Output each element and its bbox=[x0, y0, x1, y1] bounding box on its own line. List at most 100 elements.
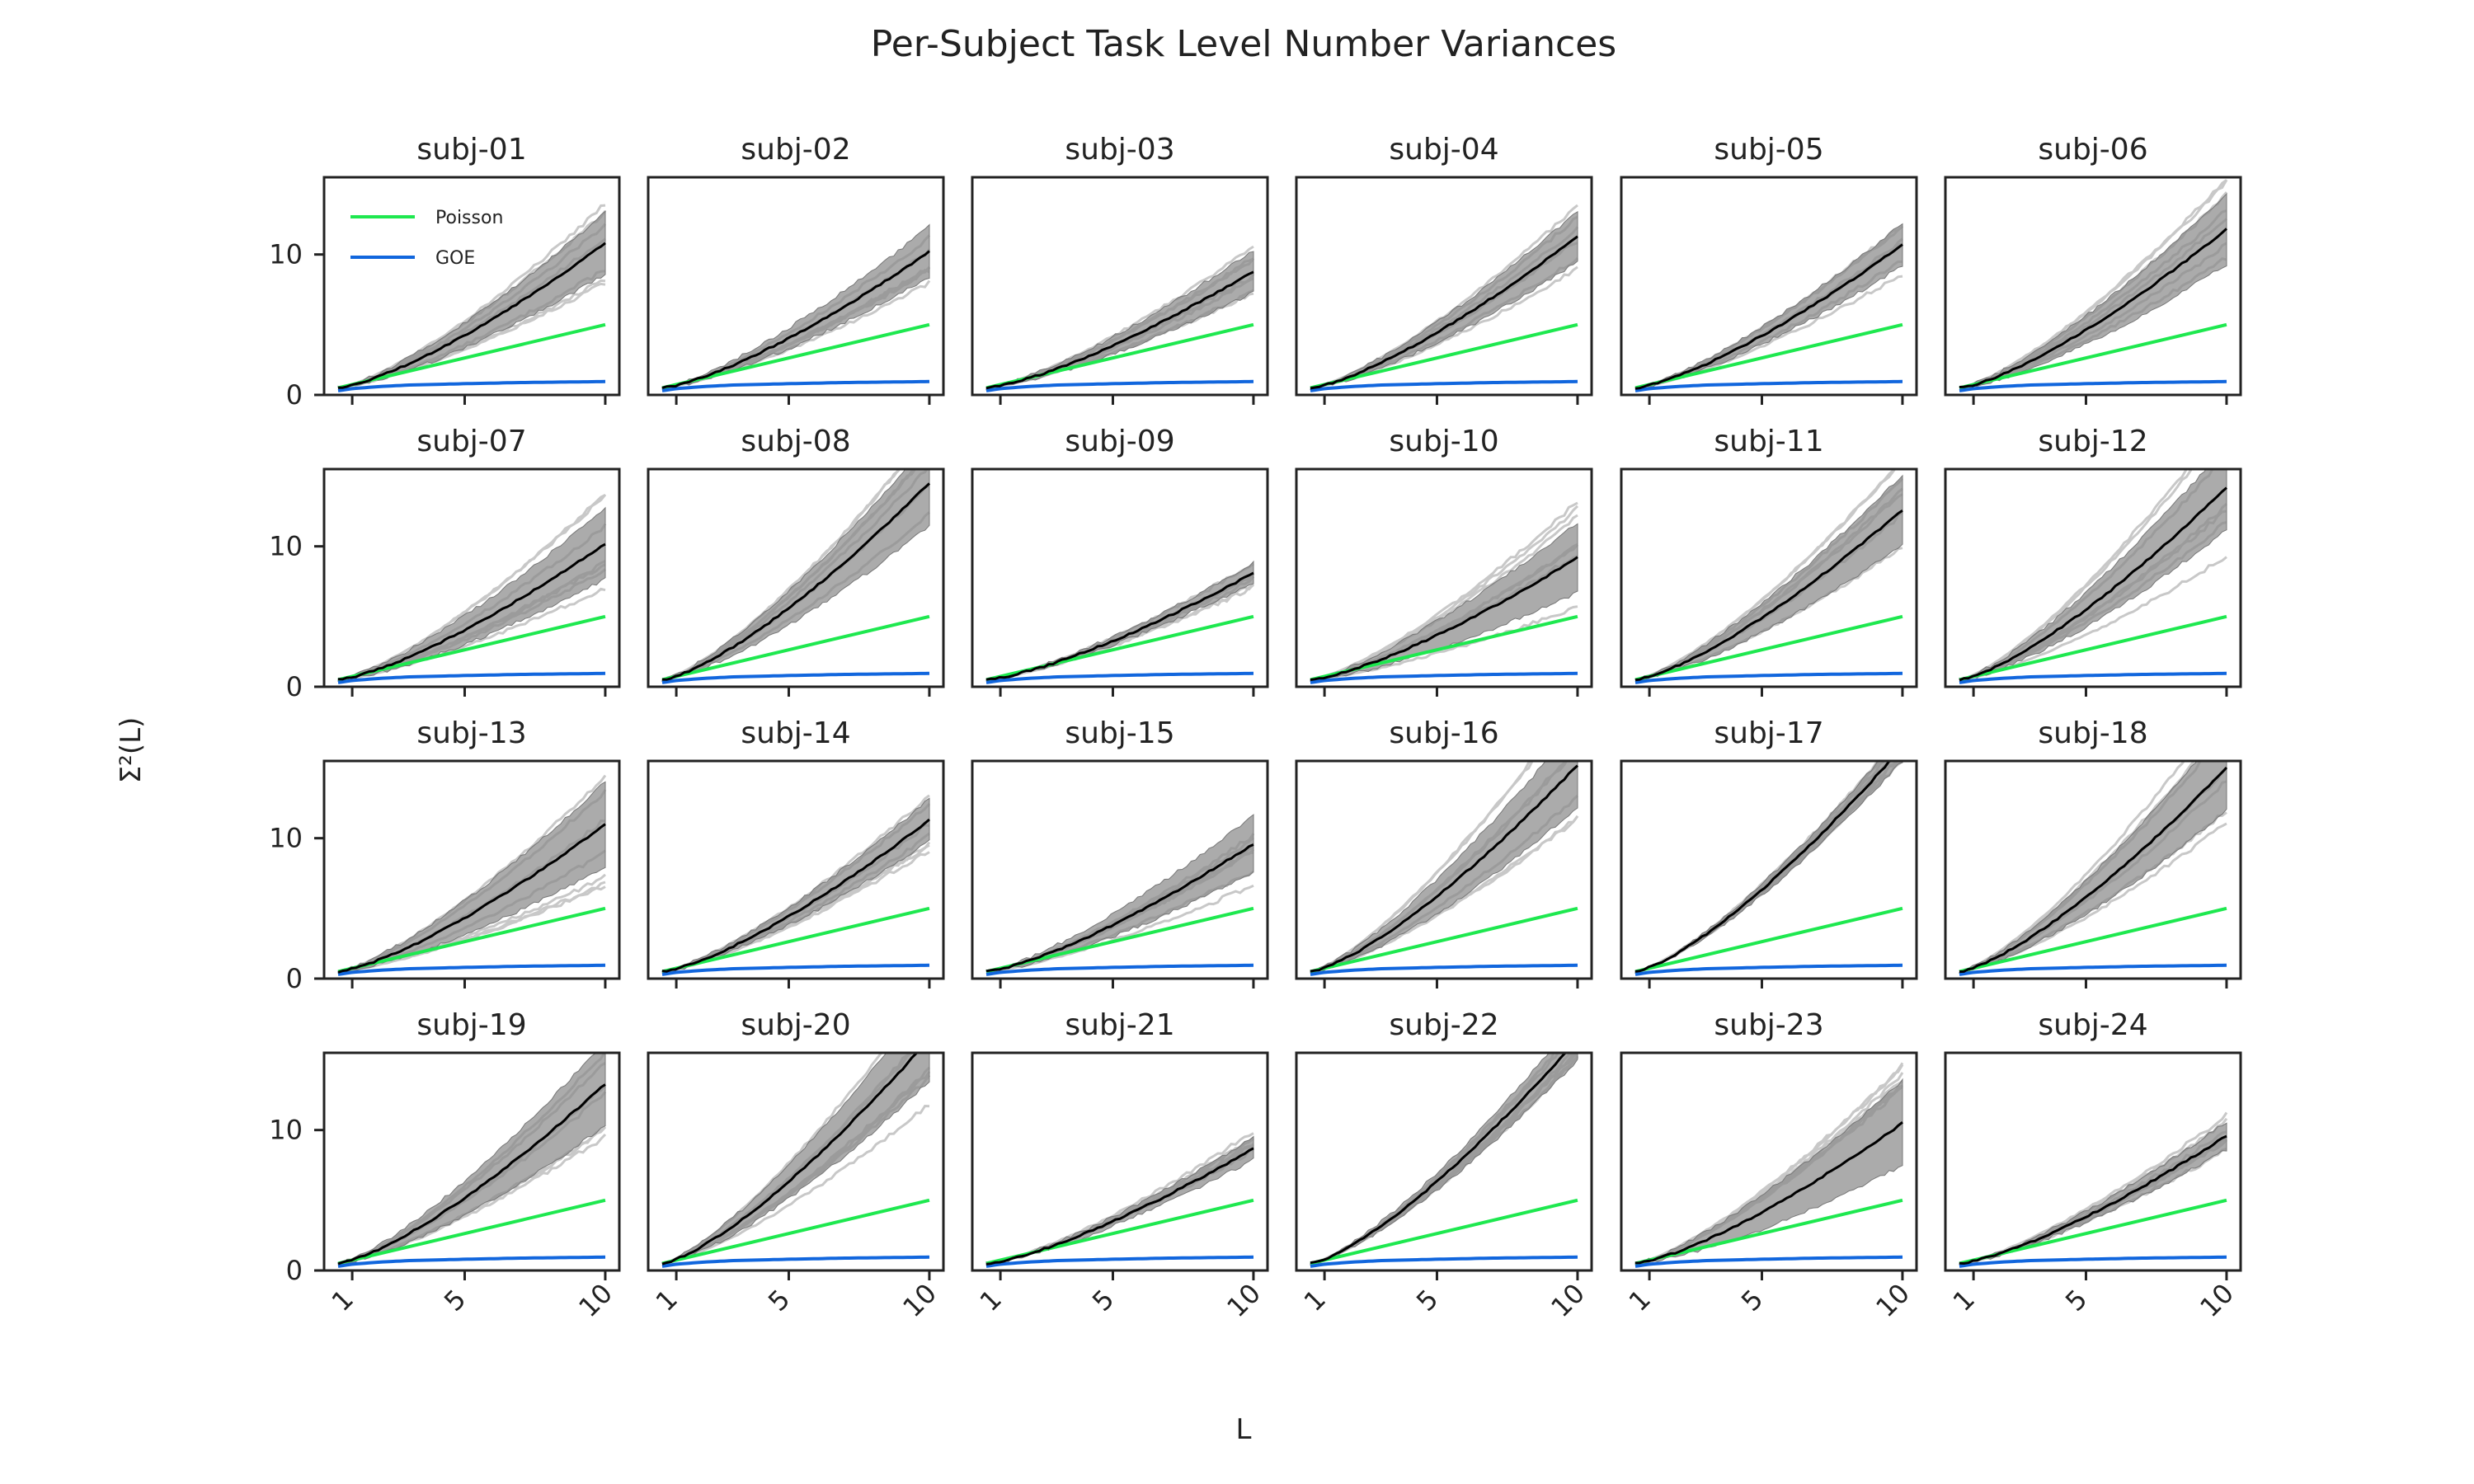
axes-frame bbox=[1295, 759, 1593, 980]
plot-area bbox=[661, 794, 931, 976]
panel-title: subj-12 bbox=[2038, 425, 2147, 458]
mean-line bbox=[337, 823, 606, 974]
plot-area bbox=[1634, 469, 1904, 684]
variance-band bbox=[661, 797, 930, 973]
subplot-subj-03: subj-03 bbox=[971, 133, 1269, 405]
variance-band bbox=[337, 1053, 606, 1265]
plot-area bbox=[337, 493, 607, 684]
subplot-subj-18: subj-18 bbox=[1944, 716, 2242, 989]
axes-frame bbox=[647, 1051, 945, 1272]
poisson-line bbox=[337, 906, 606, 974]
plot-area bbox=[985, 245, 1255, 392]
axes-frame bbox=[322, 176, 621, 397]
panel-title: subj-10 bbox=[1389, 425, 1498, 458]
plot-area bbox=[1959, 469, 2227, 684]
legend-label: Poisson bbox=[435, 208, 503, 228]
mean-line bbox=[1959, 486, 2227, 682]
poisson-line bbox=[1634, 906, 1903, 974]
goe-line bbox=[337, 671, 606, 684]
variance-band bbox=[1634, 761, 1903, 974]
panel-title: subj-08 bbox=[741, 425, 850, 458]
axes-frame bbox=[971, 467, 1269, 688]
axes-frame bbox=[1620, 759, 1918, 980]
plot-area bbox=[1959, 179, 2228, 392]
mean-line bbox=[1310, 1053, 1568, 1265]
goe-line bbox=[1959, 963, 2227, 976]
run-trace bbox=[661, 1104, 930, 1265]
subplot-subj-13: subj-13 0 10 bbox=[269, 716, 621, 994]
goe-line bbox=[985, 379, 1254, 392]
goe-line bbox=[1310, 671, 1578, 684]
variance-band bbox=[337, 210, 606, 390]
goe-line bbox=[337, 963, 606, 976]
variance-band bbox=[985, 251, 1254, 391]
plot-area bbox=[1310, 501, 1579, 684]
poisson-line bbox=[337, 1198, 606, 1266]
panel-title: subj-01 bbox=[416, 133, 526, 167]
mean-line bbox=[1310, 556, 1578, 682]
mean-line bbox=[661, 250, 930, 389]
mean-line bbox=[985, 843, 1254, 973]
variance-band bbox=[1959, 1122, 2227, 1266]
subplot-subj-16: subj-16 bbox=[1295, 716, 1593, 989]
panel-title: subj-19 bbox=[416, 1008, 526, 1042]
goe-line bbox=[1959, 379, 2227, 392]
panel-title: subj-23 bbox=[1714, 1008, 1823, 1042]
figure-title: Per-Subject Task Level Number Variances bbox=[871, 23, 1616, 65]
mean-line bbox=[1959, 1134, 2227, 1266]
panel-title: subj-18 bbox=[2038, 716, 2147, 750]
axes-frame bbox=[647, 759, 945, 980]
mean-line bbox=[1634, 1121, 1903, 1265]
poisson-line bbox=[1634, 1198, 1903, 1266]
poisson-line bbox=[661, 1198, 930, 1266]
poisson-line bbox=[337, 322, 606, 390]
panel-title: subj-13 bbox=[416, 716, 526, 750]
panel-title: subj-09 bbox=[1065, 425, 1174, 458]
poisson-line bbox=[1959, 614, 2227, 682]
plot-area bbox=[337, 774, 607, 976]
axes-frame bbox=[1944, 176, 2242, 397]
run-trace bbox=[337, 587, 606, 681]
panel-title: subj-21 bbox=[1065, 1008, 1174, 1042]
poisson-line bbox=[661, 614, 930, 682]
mean-line bbox=[1634, 510, 1903, 682]
variance-band bbox=[1634, 223, 1903, 389]
plot-area bbox=[985, 1132, 1254, 1268]
mean-line bbox=[1634, 761, 1892, 973]
subplot-subj-20: subj-201 5 10 bbox=[647, 1008, 945, 1323]
variance-band bbox=[661, 469, 930, 683]
goe-line bbox=[661, 379, 930, 392]
poisson-line bbox=[1310, 1198, 1578, 1266]
variance-band bbox=[661, 1053, 930, 1266]
subplot-subj-05: subj-05 bbox=[1620, 133, 1918, 405]
plot-area bbox=[985, 560, 1255, 684]
subplot-subj-01: subj-01 0 10 Poisson GOE bbox=[269, 133, 621, 411]
goe-line bbox=[1634, 1255, 1903, 1268]
subplot-subj-04: subj-04 bbox=[1295, 133, 1593, 405]
goe-line bbox=[1959, 671, 2227, 684]
plot-area bbox=[1634, 223, 1903, 392]
goe-line bbox=[1634, 379, 1903, 392]
axes-frame bbox=[322, 759, 621, 980]
mean-line bbox=[985, 571, 1254, 681]
panel-title: subj-22 bbox=[1389, 1008, 1498, 1042]
goe-line bbox=[661, 963, 930, 976]
panel-title: subj-20 bbox=[741, 1008, 850, 1042]
subplot-subj-12: subj-12 bbox=[1944, 425, 2242, 697]
plot-area bbox=[661, 469, 931, 684]
poisson-line bbox=[1959, 906, 2227, 974]
axes-frame bbox=[322, 467, 621, 688]
panel-title: subj-04 bbox=[1389, 133, 1498, 167]
plot-area bbox=[337, 204, 607, 392]
y-tick-label: 10 bbox=[269, 1115, 303, 1146]
plot-area bbox=[1959, 761, 2228, 976]
axes-frame bbox=[647, 467, 945, 688]
mean-line bbox=[661, 1053, 919, 1266]
subplot-subj-02: subj-02 bbox=[647, 133, 945, 405]
mean-line bbox=[1310, 764, 1578, 973]
subplot-subj-15: subj-15 bbox=[971, 716, 1269, 989]
variance-band bbox=[1959, 761, 2227, 974]
mean-line bbox=[1959, 228, 2228, 388]
subplot-subj-11: subj-11 bbox=[1620, 425, 1918, 697]
